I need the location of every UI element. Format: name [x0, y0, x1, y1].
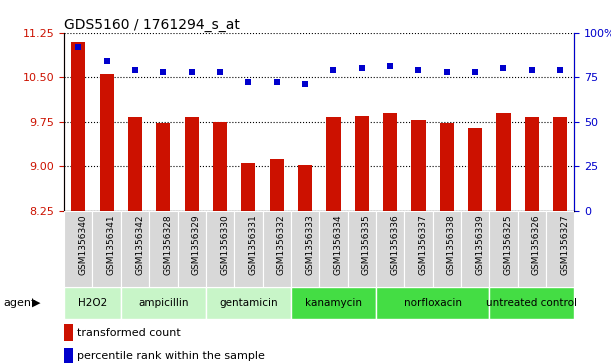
Bar	[149, 211, 178, 287]
Bar	[326, 118, 340, 211]
Bar	[269, 159, 284, 211]
Bar	[553, 118, 567, 211]
Bar	[64, 324, 73, 340]
Text: kanamycin: kanamycin	[305, 298, 362, 308]
Text: ampicillin: ampicillin	[138, 298, 189, 308]
Bar	[383, 113, 397, 211]
Bar	[489, 287, 574, 319]
Bar	[64, 348, 73, 363]
Text: GSM1356334: GSM1356334	[334, 214, 342, 275]
Text: GSM1356325: GSM1356325	[503, 214, 513, 275]
Text: GSM1356336: GSM1356336	[390, 214, 399, 275]
Text: norfloxacin: norfloxacin	[404, 298, 462, 308]
Bar	[489, 211, 518, 287]
Bar	[234, 211, 263, 287]
Bar	[433, 211, 461, 287]
Bar	[185, 118, 199, 211]
Bar	[64, 287, 121, 319]
Text: transformed count: transformed count	[77, 328, 181, 338]
Text: GDS5160 / 1761294_s_at: GDS5160 / 1761294_s_at	[64, 18, 240, 32]
Bar	[518, 211, 546, 287]
Text: GSM1356327: GSM1356327	[560, 214, 569, 275]
Bar	[291, 211, 319, 287]
Bar	[92, 211, 121, 287]
Bar	[376, 211, 404, 287]
Bar	[128, 118, 142, 211]
Bar	[64, 211, 92, 287]
Text: GSM1356339: GSM1356339	[475, 214, 484, 275]
Text: GSM1356329: GSM1356329	[192, 214, 200, 275]
Bar	[263, 211, 291, 287]
Bar	[376, 287, 489, 319]
Text: GSM1356335: GSM1356335	[362, 214, 371, 275]
Text: GSM1356330: GSM1356330	[220, 214, 229, 275]
Text: percentile rank within the sample: percentile rank within the sample	[77, 351, 265, 361]
Text: GSM1356338: GSM1356338	[447, 214, 456, 275]
Bar	[241, 163, 255, 211]
Bar	[348, 211, 376, 287]
Text: agent: agent	[3, 298, 35, 308]
Text: untreated control: untreated control	[486, 298, 577, 308]
Text: H2O2: H2O2	[78, 298, 107, 308]
Text: GSM1356333: GSM1356333	[305, 214, 314, 275]
Bar	[206, 287, 291, 319]
Bar	[178, 211, 206, 287]
Text: ▶: ▶	[32, 298, 40, 308]
Bar	[71, 41, 86, 211]
Bar	[319, 211, 348, 287]
Text: GSM1356331: GSM1356331	[249, 214, 257, 275]
Text: GSM1356332: GSM1356332	[277, 214, 286, 275]
Text: GSM1356340: GSM1356340	[78, 214, 87, 275]
Text: GSM1356341: GSM1356341	[107, 214, 115, 275]
Bar	[354, 116, 369, 211]
Bar	[213, 122, 227, 211]
Bar	[440, 123, 454, 211]
Bar	[121, 211, 149, 287]
Bar	[206, 211, 234, 287]
Bar	[496, 113, 511, 211]
Bar	[461, 211, 489, 287]
Text: GSM1356328: GSM1356328	[163, 214, 172, 275]
Bar	[411, 120, 425, 211]
Bar	[404, 211, 433, 287]
Bar	[546, 211, 574, 287]
Bar	[525, 117, 539, 211]
Text: GSM1356342: GSM1356342	[135, 214, 144, 275]
Bar	[100, 74, 114, 211]
Bar	[468, 127, 482, 211]
Bar	[121, 287, 206, 319]
Text: gentamicin: gentamicin	[219, 298, 278, 308]
Bar	[298, 165, 312, 211]
Text: GSM1356326: GSM1356326	[532, 214, 541, 275]
Text: GSM1356337: GSM1356337	[419, 214, 428, 275]
Bar	[291, 287, 376, 319]
Bar	[156, 123, 170, 211]
